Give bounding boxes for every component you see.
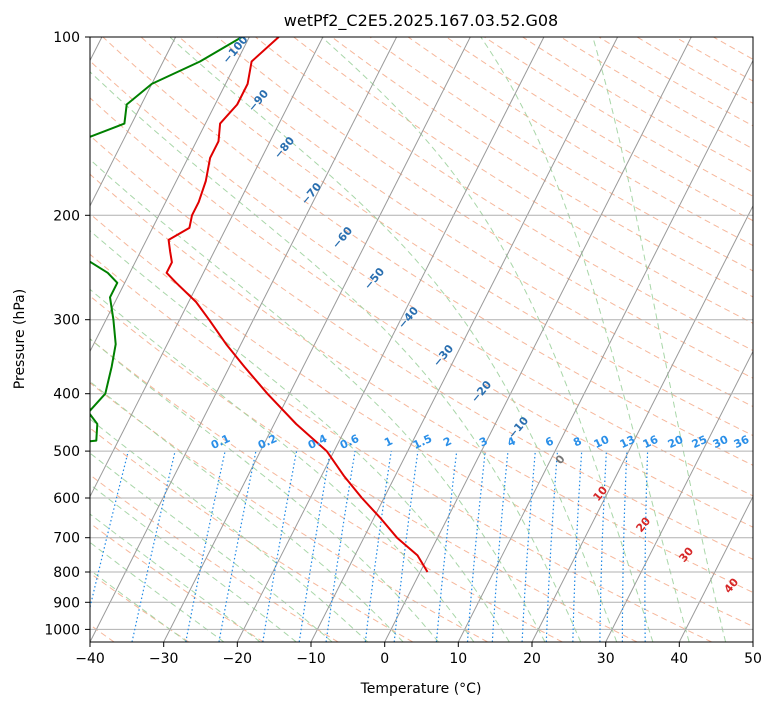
mixing-ratio-line — [218, 450, 257, 642]
mixing-ratio-line — [393, 451, 419, 642]
dry-adiabat-line — [331, 37, 753, 298]
y-tick-label: 700 — [53, 531, 80, 547]
dry-adiabat-line — [90, 173, 753, 594]
y-tick-label: 600 — [53, 491, 80, 507]
isotherm-line — [90, 37, 324, 498]
isotherm-line — [310, 37, 619, 642]
isotherm-line — [236, 37, 545, 642]
mixing-ratio-label: 30 — [711, 433, 731, 451]
isotherm-line — [531, 204, 753, 642]
dry-adiabat-line — [90, 427, 414, 642]
moist-adiabat-line — [90, 569, 188, 642]
dry-adiabat-line — [216, 37, 753, 379]
mixing-ratio-line — [262, 450, 298, 642]
dewpoint-profile-line — [90, 37, 243, 443]
moist-adiabat-line — [90, 380, 404, 642]
mixing-ratio-label: 13 — [618, 433, 637, 451]
y-tick-label: 100 — [53, 30, 80, 46]
moist-adiabat-line — [169, 37, 618, 642]
isotherm-line — [384, 37, 692, 642]
x-tick-label: 0 — [380, 651, 389, 667]
moist-adiabat-line — [321, 37, 654, 642]
chart-title: wetPf2_C2E5.2025.167.03.52.G08 — [284, 11, 558, 31]
x-tick-label: −30 — [149, 651, 179, 667]
temperature-profile-line — [165, 37, 429, 573]
y-tick-label: 800 — [53, 565, 80, 581]
y-tick-label: 400 — [53, 387, 80, 403]
y-tick-label: 1000 — [44, 622, 80, 638]
x-tick-label: −10 — [296, 651, 326, 667]
dry-adiabat-line — [90, 213, 753, 627]
moist-adiabat-line — [90, 71, 582, 642]
x-tick-label: 50 — [744, 651, 762, 667]
dry-adiabat-line — [102, 37, 753, 466]
dry-adiabat-line — [90, 97, 753, 528]
mixing-ratio-line — [364, 451, 392, 642]
x-tick-label: −20 — [223, 651, 253, 667]
mixing-ratio-label: 25 — [690, 433, 709, 451]
x-tick-label: 10 — [449, 651, 467, 667]
dry-adiabat-line — [407, 37, 753, 247]
moist-adiabat-line — [90, 541, 225, 642]
moist-adiabat-line — [90, 158, 546, 642]
moist-adiabat-line — [90, 418, 369, 642]
dry-adiabat-line — [90, 134, 753, 560]
mixing-ratio-label: 16 — [641, 433, 661, 451]
mixing-ratio-line — [185, 450, 226, 642]
moist-adiabat-line — [90, 230, 510, 642]
plot-data — [90, 37, 429, 573]
isotherm-line — [163, 37, 471, 642]
mixing-ratio-label: 36 — [732, 433, 752, 451]
isotherm-line — [678, 495, 753, 642]
x-axis-ticks: −40 −30 −20 −10 0 10 20 30 40 50 — [75, 642, 762, 667]
x-tick-label: −40 — [75, 651, 105, 667]
mixing-ratio-label: 20 — [666, 433, 686, 451]
x-tick-label: 40 — [670, 651, 688, 667]
x-axis-label: Temperature (°C) — [360, 681, 482, 697]
plot-background — [90, 37, 753, 642]
isotherm-line — [90, 37, 177, 208]
y-axis-ticks: 100 200 300 400 500 600 700 800 900 1000 — [44, 30, 90, 638]
moist-adiabat-line — [480, 37, 690, 642]
isotherm-line — [90, 37, 398, 642]
dry-adiabat-line — [90, 295, 638, 642]
plot-frame — [89, 36, 754, 643]
isotherm-line — [457, 59, 753, 642]
y-tick-label: 500 — [53, 444, 80, 460]
y-axis-label: Pressure (hPa) — [12, 289, 28, 389]
y-tick-label: 200 — [53, 208, 80, 224]
mixing-ratio-label: 10 — [592, 433, 612, 451]
dry-adiabat-line — [90, 522, 264, 642]
moist-adiabat-line — [90, 338, 439, 642]
moist-adiabat-line — [90, 513, 261, 642]
dry-adiabat-line — [293, 37, 753, 324]
moist-adiabat-line — [592, 37, 727, 642]
dry-adiabat-line — [255, 37, 753, 352]
x-tick-label: 20 — [523, 651, 541, 667]
moist-adiabat-line — [90, 452, 333, 642]
x-tick-label: 30 — [597, 651, 615, 667]
mixing-ratio-line — [131, 450, 176, 642]
y-tick-label: 900 — [53, 595, 80, 611]
isotherm-line — [90, 37, 250, 353]
y-tick-label: 300 — [53, 313, 80, 329]
isotherm-line — [605, 350, 753, 642]
mixing-ratio-line — [298, 450, 331, 642]
dry-adiabat-line — [446, 37, 753, 222]
dry-adiabat-line — [90, 382, 488, 642]
dry-adiabat-line — [90, 253, 712, 642]
dry-adiabat-line — [369, 37, 753, 272]
